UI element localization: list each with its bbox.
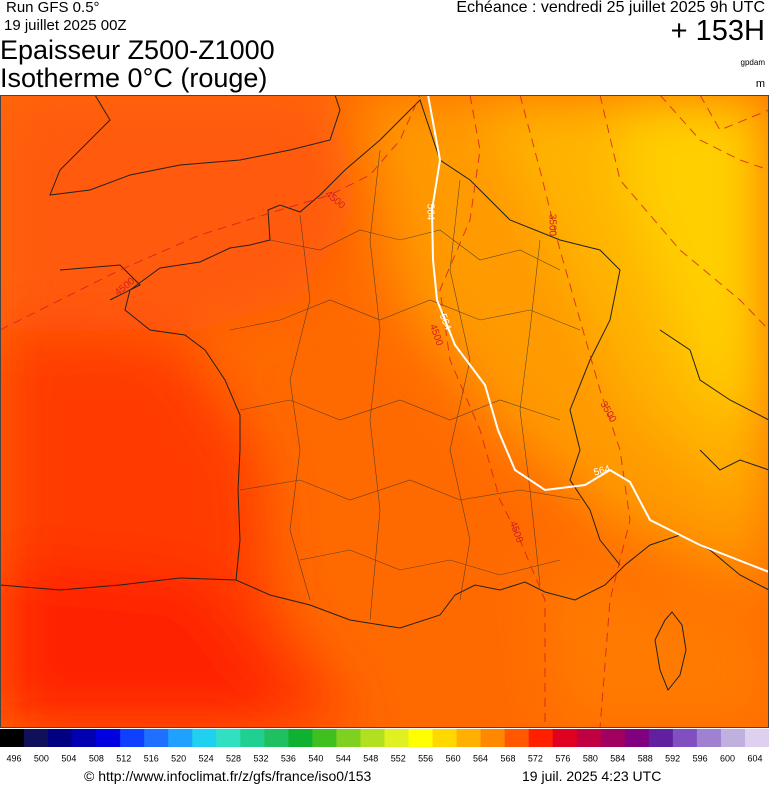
contour-label: 564 bbox=[593, 464, 612, 479]
legend-swatch bbox=[72, 729, 97, 747]
legend-swatch bbox=[480, 729, 506, 747]
legend-label: 528 bbox=[226, 753, 241, 763]
legend-swatch bbox=[240, 729, 265, 747]
legend-label: 604 bbox=[747, 753, 762, 763]
legend-label: 572 bbox=[528, 753, 543, 763]
legend-swatch bbox=[528, 729, 554, 747]
contour-label: 564 bbox=[424, 204, 435, 221]
legend-label: 600 bbox=[720, 753, 735, 763]
legend-label: 504 bbox=[61, 753, 76, 763]
legend-swatch bbox=[312, 729, 337, 747]
legend-swatch bbox=[24, 729, 49, 747]
legend-swatch bbox=[696, 729, 722, 747]
legend-swatch bbox=[624, 729, 650, 747]
legend-label: 560 bbox=[446, 753, 461, 763]
legend-swatch bbox=[720, 729, 746, 747]
legend-swatch bbox=[744, 729, 769, 747]
source-url: © http://www.infoclimat.fr/z/gfs/france/… bbox=[84, 768, 372, 784]
legend-swatch bbox=[48, 729, 73, 747]
legend-label: 588 bbox=[638, 753, 653, 763]
legend-swatch bbox=[120, 729, 145, 747]
contour-label: 3500 bbox=[546, 214, 557, 237]
legend-swatch bbox=[192, 729, 217, 747]
legend-label: 564 bbox=[473, 753, 488, 763]
legend: 496 500 504 508 512 516 520 524 528 532 536 540 544 5… bbox=[0, 729, 769, 763]
unit-thickness: gpdam bbox=[740, 58, 765, 67]
legend-swatch bbox=[360, 729, 385, 747]
legend-label: 576 bbox=[555, 753, 570, 763]
legend-swatch bbox=[288, 729, 313, 747]
legend-swatch bbox=[336, 729, 361, 747]
legend-label: 556 bbox=[418, 753, 433, 763]
lead-time: + 153H bbox=[670, 15, 765, 47]
valid-time: Echéance : vendredi 25 juillet 2025 9h U… bbox=[456, 0, 765, 16]
legend-swatch bbox=[432, 729, 458, 747]
legend-swatch bbox=[648, 729, 674, 747]
legend-label: 548 bbox=[363, 753, 378, 763]
legend-label: 552 bbox=[391, 753, 406, 763]
legend-label: 524 bbox=[199, 753, 214, 763]
generated-time: 19 juil. 2025 4:23 UTC bbox=[522, 768, 662, 784]
legend-swatch bbox=[600, 729, 626, 747]
legend-label: 568 bbox=[500, 753, 515, 763]
legend-label: 516 bbox=[144, 753, 159, 763]
run-date: 19 juillet 2025 00Z bbox=[4, 17, 127, 34]
legend-swatch bbox=[408, 729, 434, 747]
legend-swatch bbox=[504, 729, 530, 747]
run-label: Run GFS 0.5° bbox=[6, 0, 100, 16]
title: Epaisseur Z500-Z1000 bbox=[0, 35, 275, 65]
legend-swatch bbox=[216, 729, 241, 747]
map-field bbox=[0, 95, 769, 728]
legend-label: 540 bbox=[308, 753, 323, 763]
legend-swatch bbox=[456, 729, 482, 747]
legend-swatch bbox=[552, 729, 578, 747]
unit-iso: m bbox=[755, 78, 765, 90]
legend-label: 596 bbox=[693, 753, 708, 763]
legend-swatch bbox=[264, 729, 289, 747]
legend-label: 536 bbox=[281, 753, 296, 763]
legend-swatch bbox=[576, 729, 602, 747]
legend-label: 512 bbox=[116, 753, 131, 763]
legend-label: 500 bbox=[34, 753, 49, 763]
legend-swatch bbox=[144, 729, 169, 747]
department-borders bbox=[229, 149, 581, 621]
legend-swatch bbox=[672, 729, 698, 747]
legend-label: 532 bbox=[253, 753, 268, 763]
thickness-contour bbox=[427, 95, 769, 573]
legend-label: 544 bbox=[336, 753, 351, 763]
legend-label: 496 bbox=[6, 753, 21, 763]
legend-swatch bbox=[96, 729, 121, 747]
legend-swatch bbox=[384, 729, 410, 747]
subtitle: Isotherme 0°C (rouge) bbox=[0, 63, 268, 93]
legend-label: 584 bbox=[610, 753, 625, 763]
legend-label: 508 bbox=[89, 753, 104, 763]
legend-label: 592 bbox=[665, 753, 680, 763]
isotherm-contours bbox=[0, 95, 769, 728]
legend-swatch bbox=[0, 729, 25, 747]
legend-swatch bbox=[168, 729, 193, 747]
legend-label: 580 bbox=[583, 753, 598, 763]
legend-label: 520 bbox=[171, 753, 186, 763]
